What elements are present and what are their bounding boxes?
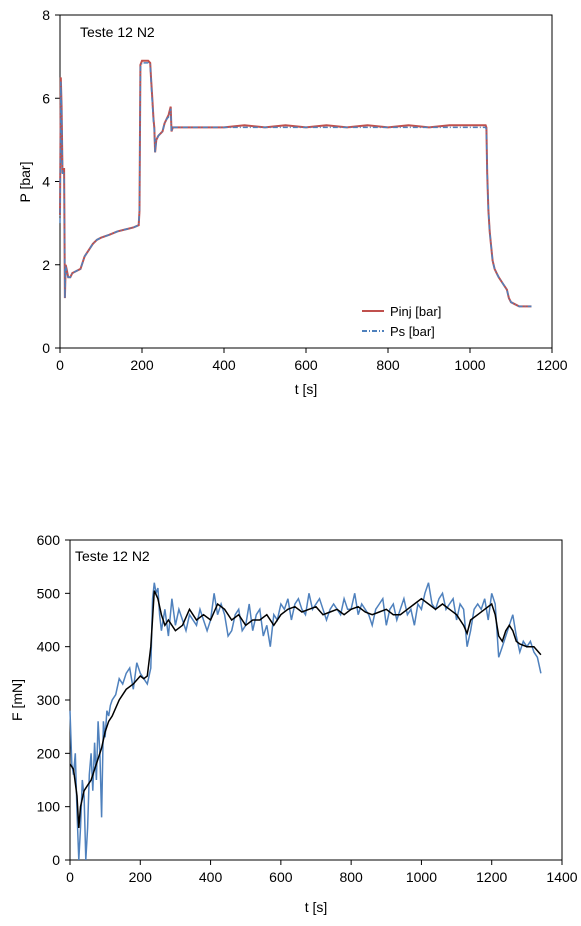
x-tick-label: 400 [199, 869, 223, 885]
x-tick-label: 1200 [476, 869, 507, 885]
y-tick-label: 400 [37, 639, 61, 655]
x-tick-label: 800 [339, 869, 363, 885]
series-group [69, 582, 542, 861]
series-ps-line [59, 62, 532, 308]
y-axis-label: F [mN] [9, 679, 25, 721]
series-raw-line [69, 582, 542, 861]
y-tick-label: 2 [42, 257, 50, 273]
force-chart: 0 200 400 600 800 1000 1200 1400 0 100 200 300 400 50… [9, 532, 578, 915]
plot-area [69, 539, 563, 861]
y-tick-label: 4 [42, 174, 50, 190]
pressure-chart: 0 200 400 600 800 1000 1200 0 2 4 6 8 Teste 12 N2 t… [17, 7, 568, 397]
x-axis-label: t [s] [295, 381, 318, 397]
x-tick-label: 0 [66, 869, 74, 885]
y-tick-label: 600 [37, 532, 61, 548]
y-tick-label: 8 [42, 7, 50, 23]
x-tick-label: 200 [130, 357, 154, 373]
legend-label-ps: Ps [bar] [390, 324, 435, 339]
x-tick-label: 1000 [406, 869, 437, 885]
legend: Pinj [bar] Ps [bar] [362, 304, 441, 339]
y-tick-label: 6 [42, 90, 50, 106]
x-tick-label: 800 [376, 357, 400, 373]
x-tick-label: 600 [269, 869, 293, 885]
axis-ticks: 0 200 400 600 800 1000 1200 0 2 4 6 8 [42, 7, 568, 373]
x-tick-label: 1000 [454, 357, 485, 373]
y-tick-label: 0 [52, 852, 60, 868]
plot-area [59, 14, 553, 349]
x-tick-label: 200 [129, 869, 153, 885]
y-tick-label: 0 [42, 340, 50, 356]
y-tick-label: 100 [37, 799, 61, 815]
y-tick-label: 200 [37, 745, 61, 761]
x-tick-label: 1400 [546, 869, 577, 885]
x-tick-label: 1200 [536, 357, 567, 373]
x-tick-label: 400 [212, 357, 236, 373]
y-tick-label: 500 [37, 585, 61, 601]
series-smoothed-line [69, 590, 542, 829]
x-axis-label: t [s] [305, 899, 328, 915]
chart-title: Teste 12 N2 [75, 548, 150, 564]
legend-label-pinj: Pinj [bar] [390, 304, 441, 319]
axis-ticks: 0 200 400 600 800 1000 1200 1400 0 100 200 300 400 50… [37, 532, 578, 885]
chart-title: Teste 12 N2 [80, 24, 155, 40]
y-tick-label: 300 [37, 692, 61, 708]
x-tick-label: 0 [56, 357, 64, 373]
y-axis-label: P [bar] [17, 162, 33, 203]
series-group [59, 59, 532, 308]
x-tick-label: 600 [294, 357, 318, 373]
